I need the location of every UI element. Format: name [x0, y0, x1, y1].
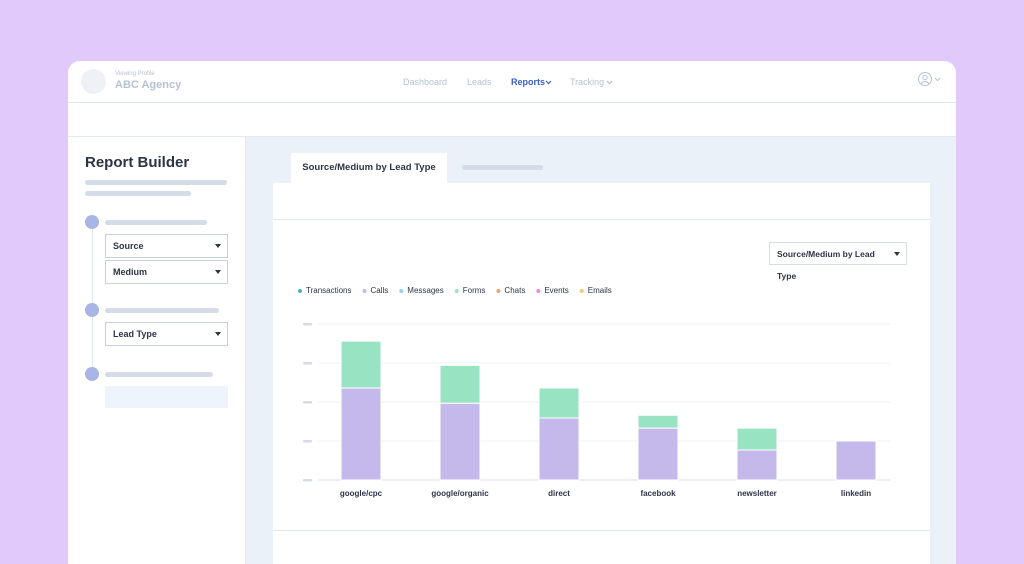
step-line — [92, 227, 93, 377]
avatar — [81, 69, 106, 94]
profile-label: Viewing Profile — [115, 71, 155, 77]
sidebar: Report Builder Source Medium Lead Type — [68, 137, 246, 564]
placeholder-tab — [462, 165, 543, 170]
placeholder — [105, 372, 213, 377]
placeholder — [105, 220, 207, 225]
placeholder — [105, 308, 219, 313]
tab[interactable]: Source/Medium by Lead Type — [291, 153, 447, 183]
step-dot — [85, 367, 99, 381]
nav-link[interactable]: Reports — [511, 77, 546, 87]
sub-bar — [68, 103, 956, 137]
nav-link[interactable]: Dashboard — [403, 77, 448, 87]
profile-name: ABC Agency — [115, 79, 182, 91]
top-bar: Viewing Profile ABC Agency Dashboard Lea… — [68, 61, 956, 103]
nav-link[interactable]: Leads — [467, 77, 492, 87]
nav-link[interactable]: Tracking — [570, 77, 605, 87]
report-panel: Source/Medium by Lead Type — [273, 183, 930, 564]
user-menu[interactable] — [917, 71, 945, 87]
field-select[interactable]: Source — [105, 234, 228, 258]
placeholder-box — [105, 386, 228, 408]
main-area: Source/Medium by Lead Type Source/Medium… — [246, 137, 956, 564]
step-dot — [85, 303, 99, 317]
placeholder — [85, 180, 227, 185]
report-select[interactable]: Source/Medium by Lead Type — [769, 242, 907, 281]
sidebar-title: Report Builder — [85, 154, 190, 171]
field-select[interactable]: Medium — [105, 260, 228, 284]
chevron — [606, 80, 613, 85]
field-select[interactable]: Lead Type — [105, 322, 228, 346]
step-dot — [85, 215, 99, 229]
divider — [273, 219, 930, 220]
chevron — [545, 80, 552, 85]
placeholder — [85, 191, 191, 196]
app-window: Viewing Profile ABC Agency Dashboard Lea… — [68, 61, 956, 564]
divider — [273, 530, 930, 531]
